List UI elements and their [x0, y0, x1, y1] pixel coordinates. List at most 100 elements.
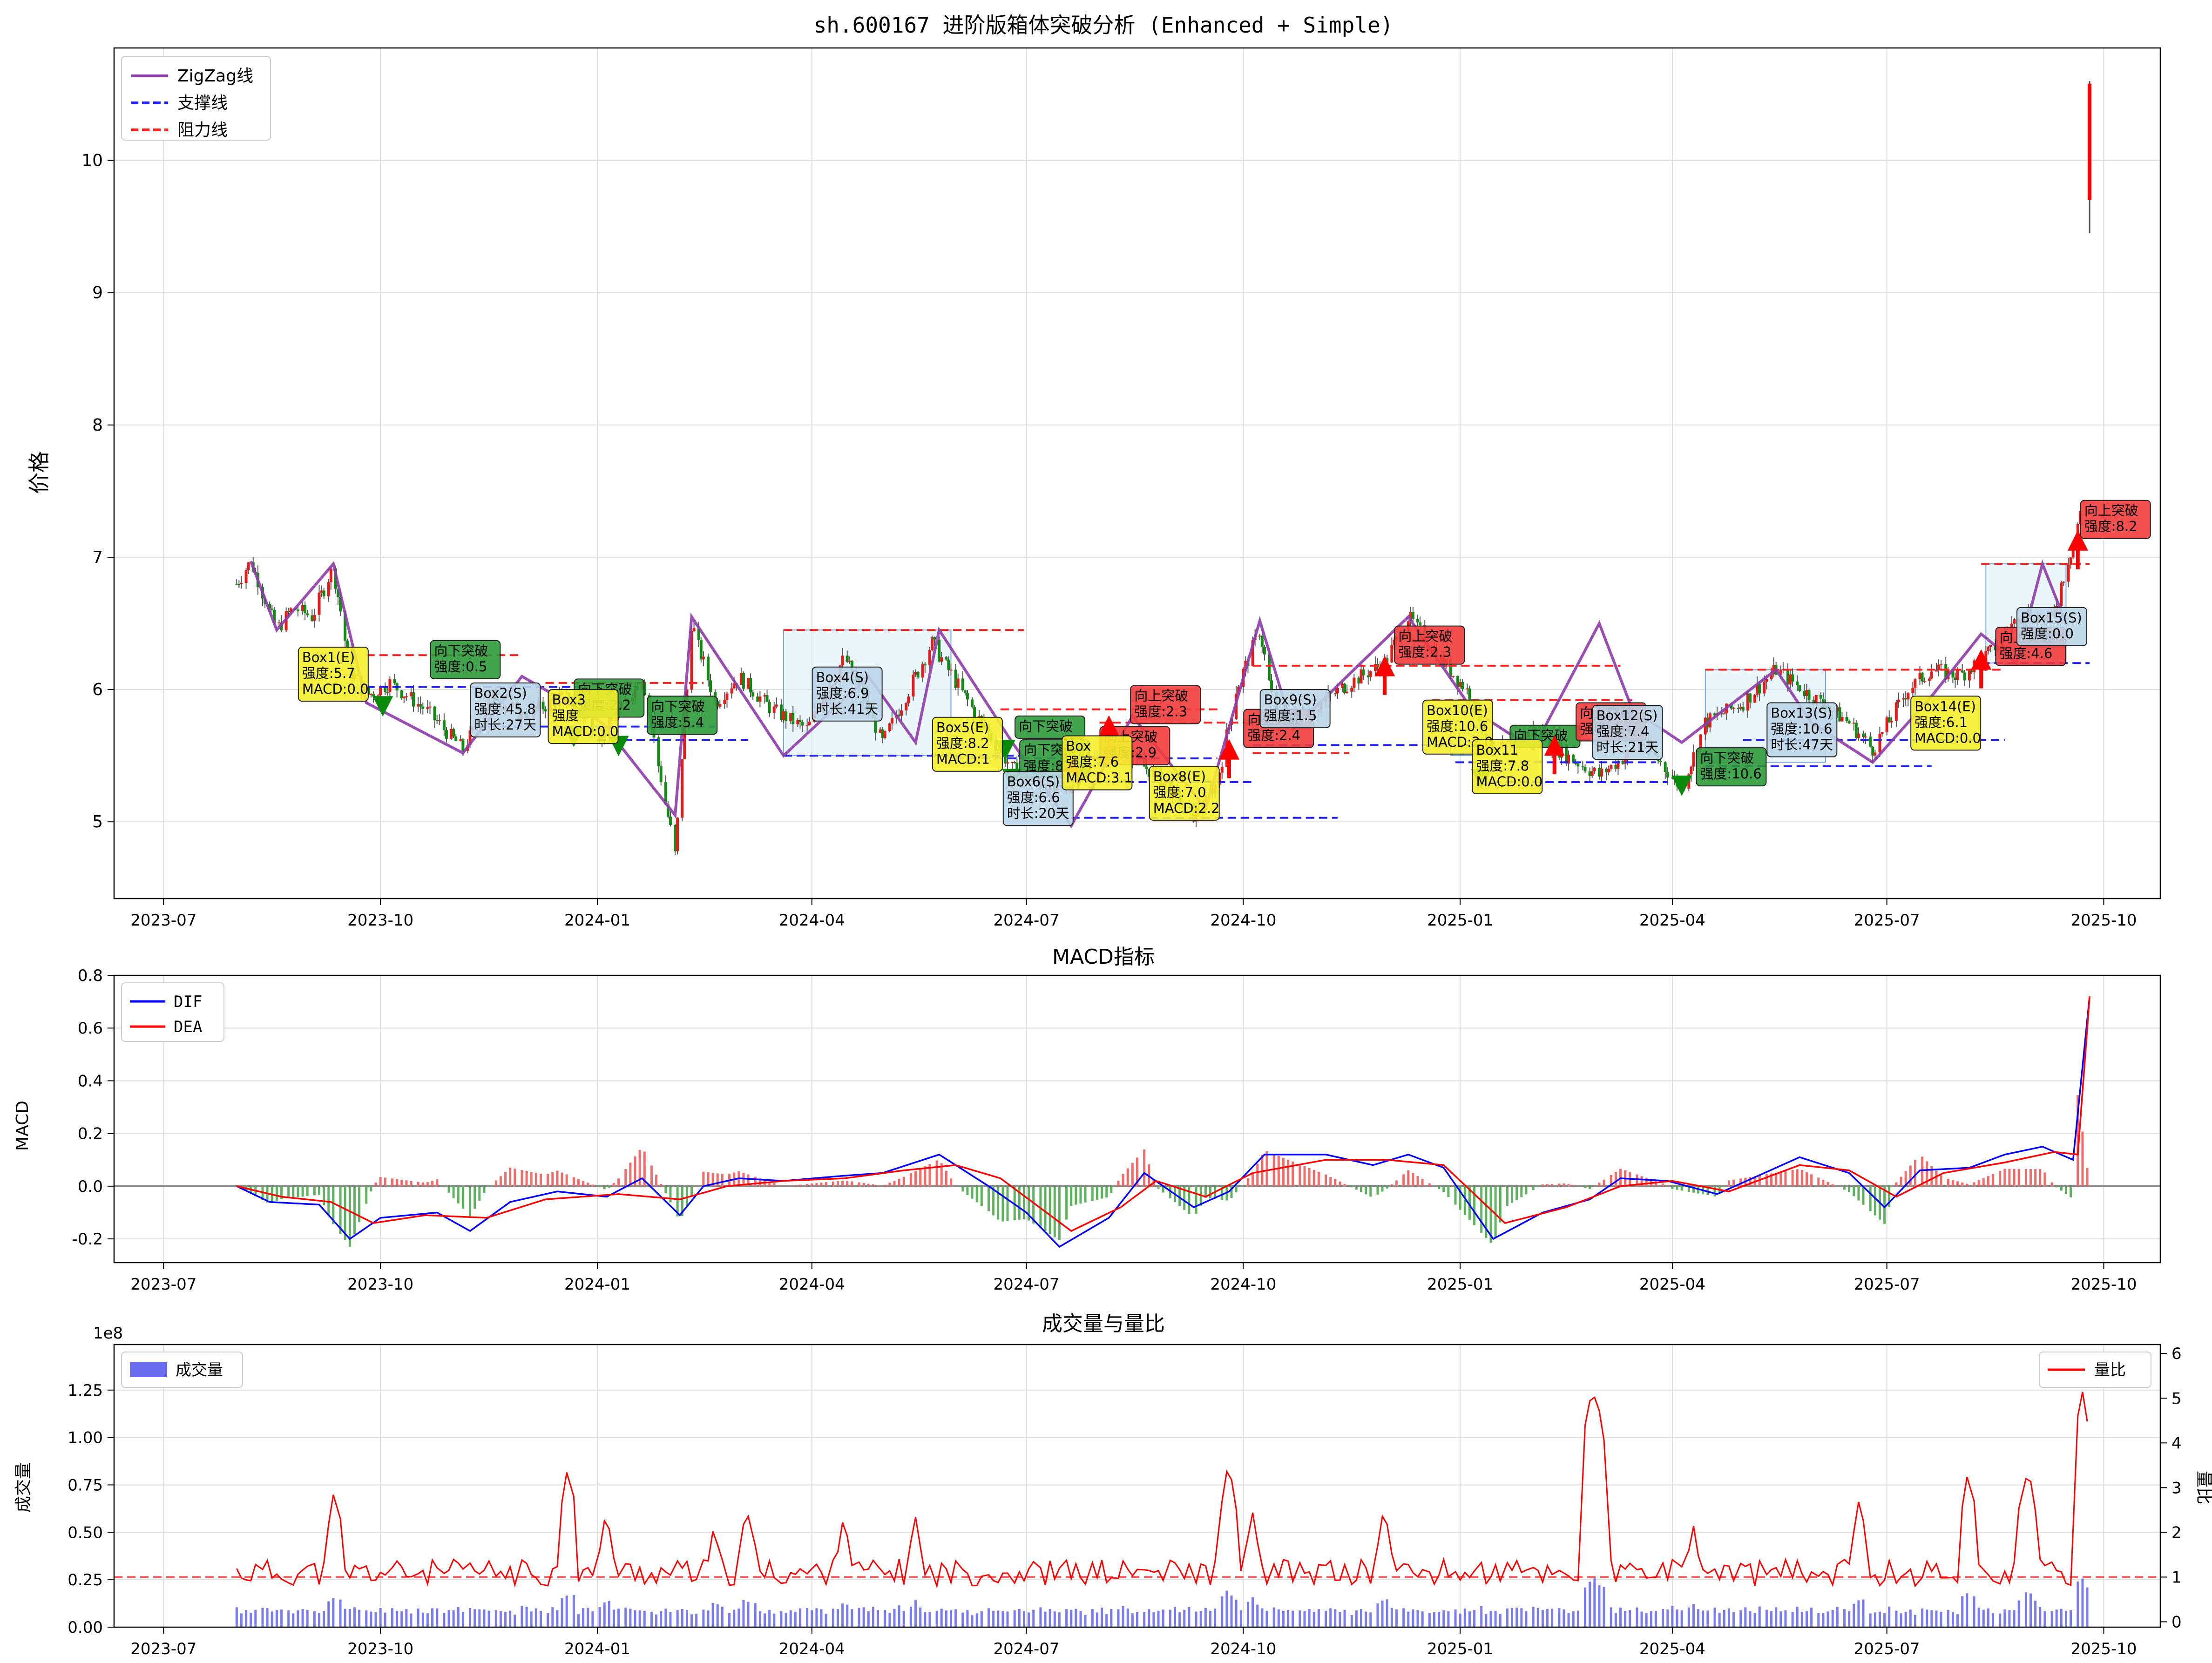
macd-histogram-bar — [1127, 1169, 1129, 1186]
box-label-text: Box2(S) — [474, 685, 527, 701]
candle-body — [1862, 734, 1865, 737]
candle-body — [1362, 669, 1365, 676]
x-tick-label: 2025-04 — [1639, 1275, 1705, 1294]
volume-bar — [742, 1600, 744, 1627]
volume-bar — [2025, 1592, 2027, 1627]
candle-body — [327, 582, 330, 597]
macd-histogram-bar — [669, 1186, 671, 1203]
volume-bar — [1879, 1612, 1881, 1627]
x-tick-label: 2024-10 — [1210, 911, 1276, 930]
macd-histogram-bar — [1313, 1170, 1315, 1186]
macd-histogram-bar — [1973, 1183, 1975, 1186]
macd-histogram-bar — [1728, 1180, 1730, 1186]
volume-bar — [1992, 1613, 1994, 1627]
x-tick-label: 2025-01 — [1427, 1640, 1493, 1658]
volume-bar — [1091, 1609, 1094, 1627]
volume-bar — [1506, 1609, 1508, 1627]
volume-bar — [495, 1610, 497, 1627]
macd-histogram-bar — [1921, 1156, 1923, 1186]
candle-body — [676, 818, 679, 851]
volume-bar — [1178, 1612, 1181, 1627]
candle-body — [1145, 766, 1148, 769]
box-label-text: MACD:1 — [936, 751, 990, 767]
candle-body — [426, 707, 429, 709]
volume-bar — [764, 1614, 766, 1627]
candle-body — [421, 707, 424, 709]
volume-bar — [370, 1612, 372, 1627]
volume-bar — [936, 1611, 938, 1627]
macd-histogram-bar — [1869, 1186, 1872, 1211]
volume-bar — [1930, 1610, 1933, 1627]
volume-bar — [313, 1611, 316, 1627]
macd-histogram-bar — [1195, 1186, 1197, 1214]
macd-histogram-bar — [540, 1174, 542, 1186]
candle-body — [1659, 761, 1662, 762]
volume-bar — [327, 1601, 330, 1627]
volume-bar — [547, 1613, 549, 1627]
macd-histogram-bar — [410, 1181, 412, 1186]
volume-bar — [676, 1610, 679, 1627]
box-label-text: 强度:1.5 — [1264, 708, 1317, 723]
macd-histogram-bar — [867, 1184, 870, 1186]
y-tick-label: 0.25 — [68, 1571, 103, 1589]
volume-bar — [785, 1613, 787, 1627]
macd-histogram-bar — [1049, 1186, 1051, 1234]
macd-histogram-bar — [1862, 1186, 1865, 1205]
x-tick-label: 2025-10 — [2070, 911, 2137, 930]
macd-histogram-bar — [488, 1186, 490, 1187]
volume-bar — [453, 1610, 455, 1627]
volume-bar — [1001, 1611, 1004, 1627]
macd-histogram-bar — [1325, 1175, 1327, 1186]
macd-histogram-bar — [1568, 1184, 1570, 1186]
volume-bar — [1744, 1608, 1746, 1627]
volume-bar — [400, 1611, 403, 1627]
candle-body — [1346, 692, 1348, 693]
volume-bar — [1888, 1607, 1890, 1627]
candle-body — [318, 593, 321, 615]
macd-histogram-bar — [1671, 1186, 1673, 1189]
candle-body — [1963, 672, 1966, 680]
candle-body — [1600, 769, 1603, 777]
box-label-text: Box13(S) — [1771, 705, 1832, 721]
box-label-text: Box1(E) — [302, 649, 355, 665]
macd-histogram-bar — [514, 1169, 516, 1186]
y-tick-label: 0.50 — [68, 1523, 103, 1542]
volume-bar — [1645, 1613, 1648, 1627]
volume-bar — [997, 1610, 999, 1627]
volume-bar — [914, 1600, 917, 1627]
volume-bar — [780, 1611, 782, 1627]
macd-histogram-bar — [483, 1186, 485, 1193]
candle-body — [454, 737, 457, 741]
macd-histogram-bar — [624, 1169, 627, 1186]
candle-body — [2013, 619, 2016, 624]
volume-bar — [1666, 1609, 1669, 1627]
box-label-text: 时长:20天 — [1007, 805, 1069, 821]
volume-bar — [2051, 1611, 2053, 1627]
volume-bar — [1308, 1609, 1311, 1627]
macd-histogram-bar — [1240, 1186, 1242, 1187]
volume-bar — [1070, 1610, 1072, 1627]
macd-histogram-bar — [2065, 1186, 2067, 1194]
box-label-text: Box15(S) — [2021, 610, 2082, 626]
volume-bar — [1515, 1608, 1518, 1627]
volume-bar — [349, 1609, 351, 1627]
volume-bar — [634, 1610, 636, 1627]
volume-bar — [910, 1607, 912, 1627]
volume-bar — [717, 1604, 719, 1627]
candle-body — [297, 609, 299, 611]
volume-bar — [287, 1610, 290, 1627]
macd-histogram-bar — [1810, 1174, 1813, 1186]
macd-histogram-bar — [1836, 1186, 1839, 1187]
macd-histogram-bar — [1603, 1180, 1605, 1186]
macd-histogram-bar — [2056, 1186, 2058, 1188]
candle-body — [964, 690, 967, 693]
candle-body — [693, 628, 696, 631]
candle-body — [1334, 693, 1337, 694]
candle-body — [372, 694, 375, 696]
macd-histogram-bar — [561, 1172, 563, 1186]
volume-bar — [1084, 1615, 1087, 1627]
volume-bar — [806, 1608, 808, 1627]
volume-bar — [1806, 1611, 1808, 1627]
volume-bar — [1662, 1609, 1664, 1627]
